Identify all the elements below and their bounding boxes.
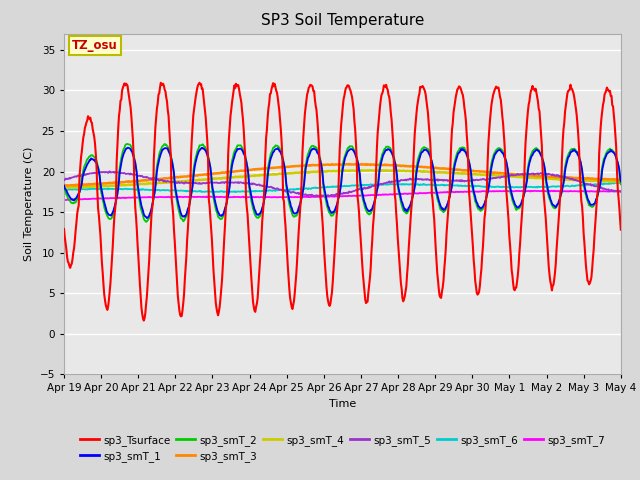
sp3_smT_7: [617, 188, 625, 194]
sp3_smT_5: [128, 171, 136, 177]
sp3_smT_1: [60, 182, 68, 188]
sp3_smT_6: [214, 189, 221, 194]
sp3_smT_4: [411, 168, 419, 174]
sp3_smT_5: [326, 193, 333, 199]
sp3_smT_1: [143, 215, 150, 221]
sp3_smT_1: [215, 211, 223, 216]
sp3_smT_6: [70, 186, 78, 192]
Text: TZ_osu: TZ_osu: [72, 39, 118, 52]
sp3_smT_3: [411, 164, 419, 169]
sp3_smT_5: [214, 180, 222, 186]
Legend: sp3_Tsurface, sp3_smT_1, sp3_smT_2, sp3_smT_3, sp3_smT_4, sp3_smT_5, sp3_smT_6, : sp3_Tsurface, sp3_smT_1, sp3_smT_2, sp3_…: [76, 431, 609, 466]
sp3_smT_3: [184, 173, 192, 179]
sp3_smT_7: [61, 197, 68, 203]
Line: sp3_smT_6: sp3_smT_6: [64, 182, 621, 192]
Y-axis label: Soil Temperature (C): Soil Temperature (C): [24, 147, 34, 261]
sp3_smT_6: [232, 189, 240, 195]
sp3_smT_2: [412, 175, 419, 180]
Line: sp3_smT_5: sp3_smT_5: [64, 171, 621, 196]
sp3_smT_4: [428, 169, 435, 175]
sp3_smT_2: [161, 141, 168, 147]
sp3_Tsurface: [60, 226, 68, 232]
sp3_Tsurface: [70, 245, 78, 251]
sp3_smT_5: [70, 174, 78, 180]
sp3_smT_6: [617, 180, 625, 186]
sp3_smT_7: [550, 188, 558, 193]
sp3_Tsurface: [428, 191, 436, 197]
sp3_smT_6: [60, 187, 68, 192]
sp3_smT_2: [60, 184, 68, 190]
sp3_Tsurface: [412, 120, 419, 126]
sp3_smT_6: [614, 180, 622, 185]
sp3_smT_6: [184, 189, 192, 194]
sp3_smT_7: [214, 194, 222, 200]
sp3_smT_7: [60, 197, 68, 203]
sp3_smT_4: [184, 178, 192, 184]
sp3_smT_5: [185, 180, 193, 186]
sp3_Tsurface: [157, 80, 164, 85]
sp3_smT_6: [411, 181, 419, 187]
sp3_Tsurface: [186, 201, 193, 206]
sp3_Tsurface: [140, 318, 148, 324]
Line: sp3_smT_2: sp3_smT_2: [64, 144, 621, 222]
sp3_smT_7: [411, 190, 419, 196]
sp3_smT_4: [617, 179, 625, 185]
sp3_smT_3: [428, 165, 435, 170]
sp3_smT_2: [142, 219, 150, 225]
sp3_smT_5: [60, 177, 68, 183]
sp3_Tsurface: [127, 114, 135, 120]
sp3_smT_3: [617, 177, 625, 182]
sp3_smT_7: [428, 190, 435, 195]
sp3_smT_1: [412, 180, 419, 185]
sp3_smT_4: [70, 184, 78, 190]
sp3_smT_5: [106, 168, 113, 174]
sp3_smT_2: [127, 144, 135, 150]
sp3_Tsurface: [617, 227, 625, 233]
sp3_smT_7: [185, 194, 193, 200]
sp3_smT_4: [127, 182, 135, 188]
Line: sp3_smT_7: sp3_smT_7: [64, 191, 621, 200]
sp3_smT_3: [70, 182, 78, 188]
sp3_smT_4: [214, 176, 221, 181]
sp3_smT_2: [617, 181, 625, 187]
sp3_smT_2: [215, 215, 223, 221]
sp3_smT_3: [60, 183, 68, 189]
sp3_smT_5: [428, 177, 436, 182]
sp3_smT_6: [127, 186, 135, 192]
X-axis label: Time: Time: [329, 399, 356, 409]
sp3_smT_1: [185, 204, 193, 210]
sp3_smT_3: [340, 161, 348, 167]
sp3_Tsurface: [215, 309, 223, 314]
sp3_smT_1: [617, 179, 625, 184]
sp3_smT_1: [70, 197, 78, 203]
Title: SP3 Soil Temperature: SP3 Soil Temperature: [260, 13, 424, 28]
sp3_smT_1: [127, 148, 135, 154]
sp3_smT_2: [186, 202, 193, 208]
sp3_smT_1: [198, 145, 205, 151]
sp3_smT_5: [617, 189, 625, 195]
Line: sp3_smT_1: sp3_smT_1: [64, 148, 621, 218]
sp3_smT_6: [428, 182, 435, 188]
sp3_smT_7: [71, 197, 79, 203]
sp3_smT_3: [214, 170, 221, 176]
sp3_smT_2: [70, 199, 78, 205]
sp3_smT_5: [412, 177, 419, 183]
sp3_smT_4: [60, 185, 68, 191]
sp3_smT_7: [128, 195, 136, 201]
sp3_smT_4: [358, 168, 366, 173]
sp3_smT_2: [428, 158, 436, 164]
Line: sp3_Tsurface: sp3_Tsurface: [64, 83, 621, 321]
Line: sp3_smT_3: sp3_smT_3: [64, 164, 621, 186]
sp3_smT_1: [428, 158, 436, 164]
sp3_smT_3: [127, 179, 135, 185]
Line: sp3_smT_4: sp3_smT_4: [64, 170, 621, 188]
